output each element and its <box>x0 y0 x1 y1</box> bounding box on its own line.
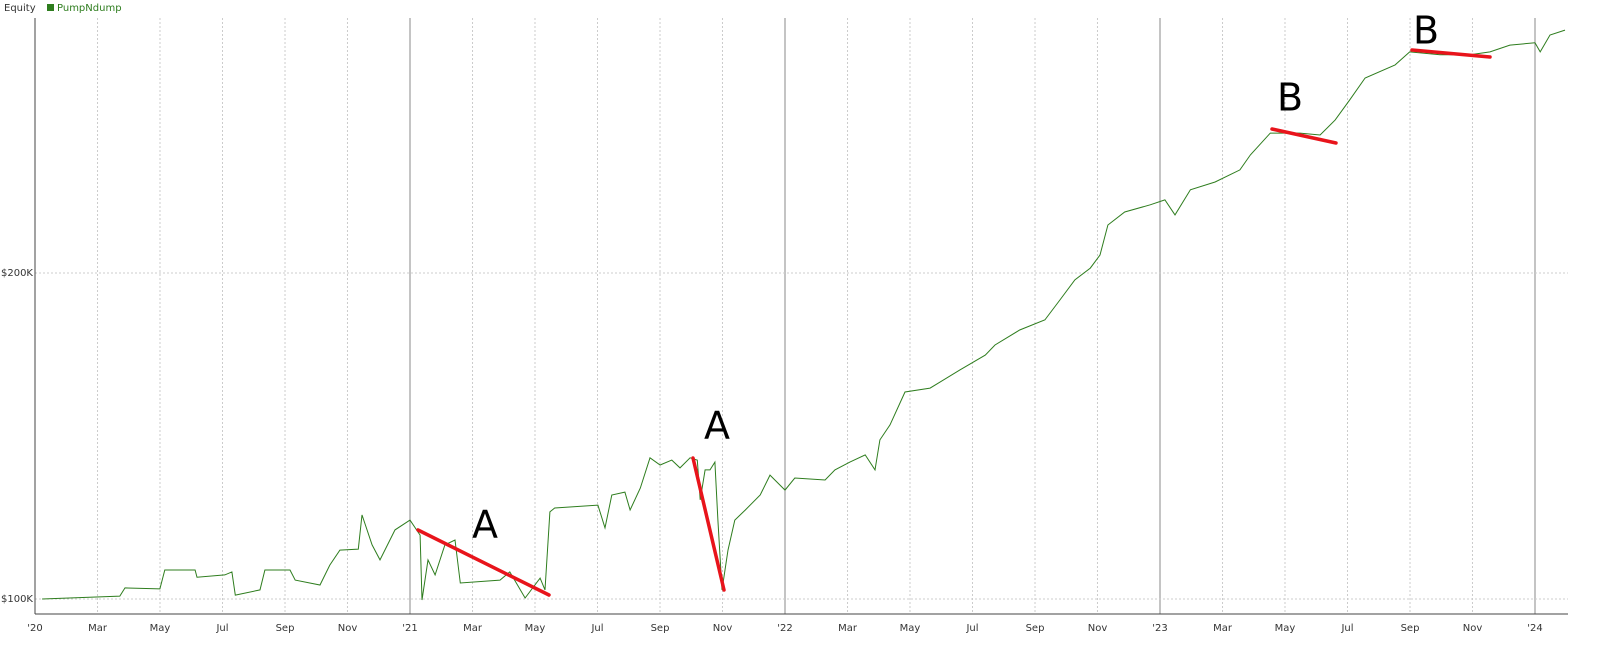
y-tick-label: $200K <box>1 268 33 279</box>
x-tick-label: Mar <box>463 623 483 634</box>
legend-title: Equity <box>4 3 36 14</box>
x-tick-label: May <box>1275 623 1296 634</box>
equity-line <box>42 29 1566 601</box>
annotation-label: B <box>1413 9 1439 53</box>
annotation-stroke <box>416 528 551 597</box>
x-tick-label: Nov <box>1088 623 1108 634</box>
x-tick-label: Mar <box>838 623 858 634</box>
annotation-stroke <box>691 456 726 592</box>
legend-label: PumpNdump <box>57 3 122 14</box>
x-tick-label: '21 <box>402 623 417 634</box>
x-tick-label: Sep <box>1026 623 1045 634</box>
x-tick-label: Nov <box>1463 623 1483 634</box>
annotation-label: A <box>704 404 730 448</box>
x-tick-label: Sep <box>276 623 295 634</box>
x-tick-label: Sep <box>651 623 670 634</box>
annotation-stroke <box>1410 48 1492 59</box>
x-tick-label: '23 <box>1152 623 1167 634</box>
x-tick-label: '24 <box>1527 623 1542 634</box>
annotation-label: B <box>1277 76 1303 120</box>
x-tick-label: Nov <box>713 623 733 634</box>
y-tick-label: $100K <box>1 594 33 605</box>
legend-swatch <box>47 4 54 11</box>
x-tick-label: '20 <box>27 623 42 634</box>
annotation-label: A <box>472 503 498 547</box>
x-tick-label: Mar <box>1213 623 1233 634</box>
x-tick-label: May <box>525 623 546 634</box>
annotation-stroke <box>1270 127 1338 145</box>
x-tick-label: May <box>150 623 171 634</box>
x-tick-label: Jul <box>965 623 978 634</box>
x-tick-label: '22 <box>777 623 792 634</box>
x-tick-label: Mar <box>88 623 108 634</box>
x-tick-label: Jul <box>590 623 603 634</box>
x-tick-label: Jul <box>1340 623 1353 634</box>
x-tick-label: Nov <box>338 623 358 634</box>
x-tick-label: Sep <box>1401 623 1420 634</box>
x-tick-label: Jul <box>215 623 228 634</box>
x-tick-label: May <box>900 623 921 634</box>
